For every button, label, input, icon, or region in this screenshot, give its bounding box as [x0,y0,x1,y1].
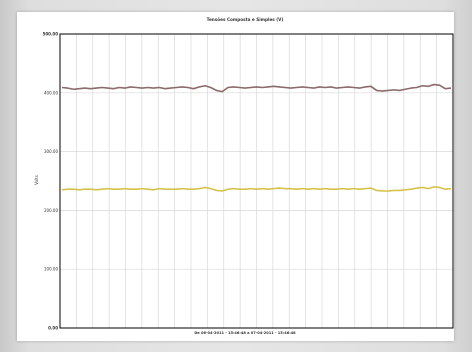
line-chart: Tensões Composta e Simples (V) Volts De … [34,17,454,335]
y-tick-label: 300.00 [44,149,58,154]
y-tick-label: 400.00 [44,90,58,95]
y-tick-label: 500.00 [43,32,59,37]
chart-title: Tensões Composta e Simples (V) [207,17,284,22]
y-tick-label: 0.00 [48,326,58,331]
y-axis-label: Volts [34,175,39,185]
y-tick-label: 200.00 [44,208,58,213]
x-axis-label: De 06-04-2011 - 15:46:48 a 07-04-2011 - … [194,331,296,335]
chart-frame: Tensões Composta e Simples (V) Volts De … [17,12,454,341]
series-line-1 [61,83,452,93]
y-tick-label: 100.00 [44,267,58,272]
series-line-2 [61,186,452,192]
plot-area-border [59,33,454,329]
